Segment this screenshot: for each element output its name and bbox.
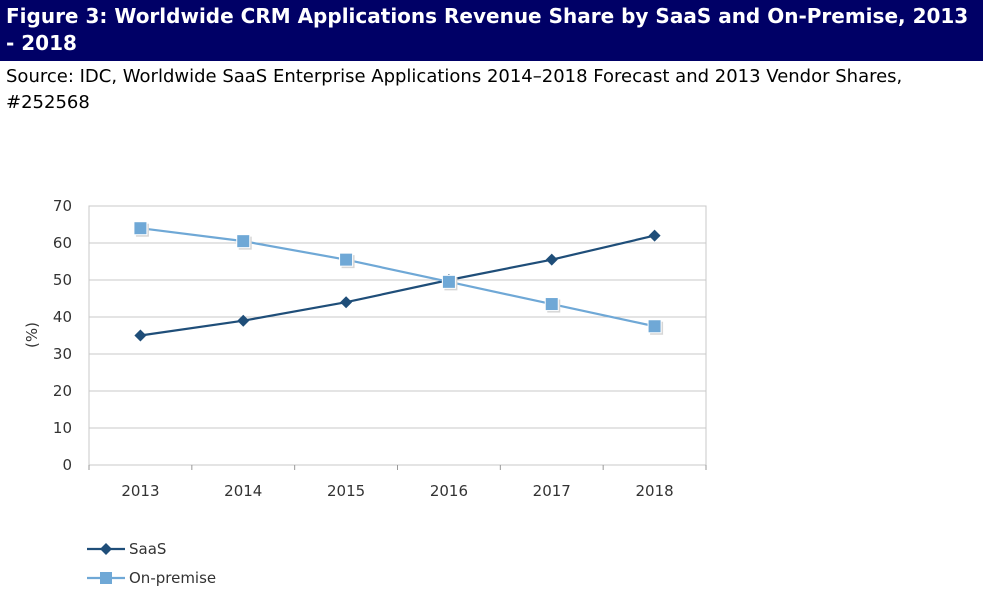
legend-swatch-marker: [100, 572, 112, 584]
on-premise-point: [647, 319, 662, 334]
y-tick-label: 30: [53, 345, 72, 363]
on-premise-point: [544, 297, 559, 312]
y-tick-label: 50: [53, 271, 72, 289]
saas-line: [140, 234, 655, 337]
y-tick-label: 0: [62, 456, 72, 474]
on-premise-line: [140, 227, 655, 328]
saas-point: [648, 229, 661, 242]
x-tick-label: 2016: [430, 482, 468, 500]
legend-label: On-premise: [129, 569, 216, 587]
legend-item-saas: SaaS: [87, 540, 166, 558]
saas-point: [340, 296, 353, 309]
y-axis-label: (%): [23, 322, 41, 348]
x-axis-ticks: 2013 2014 2015 2016 2017 2018: [88, 465, 707, 500]
series-layer: [133, 221, 664, 342]
saas-point: [134, 329, 147, 342]
legend-swatch-marker: [100, 543, 112, 555]
legend-item-on-premise: On-premise: [87, 569, 216, 587]
legend-label: SaaS: [129, 540, 166, 558]
y-axis-ticks: 0 10 20 30 40 50 60 70: [53, 197, 72, 474]
y-tick-label: 70: [53, 197, 72, 215]
on-premise-point: [236, 234, 251, 249]
series-on-premise: [133, 221, 664, 335]
x-tick-label: 2014: [224, 482, 262, 500]
on-premise-point: [339, 252, 354, 267]
x-tick-label: 2013: [121, 482, 159, 500]
y-tick-label: 60: [53, 234, 72, 252]
y-tick-label: 40: [53, 308, 72, 326]
saas-point: [545, 253, 558, 266]
x-tick-label: 2015: [327, 482, 365, 500]
on-premise-point: [441, 274, 456, 289]
series-saas: [134, 229, 661, 342]
figure-source: Source: IDC, Worldwide SaaS Enterprise A…: [6, 66, 903, 113]
on-premise-point: [133, 221, 148, 236]
y-tick-label: 20: [53, 382, 72, 400]
x-tick-label: 2018: [635, 482, 673, 500]
y-tick-label: 10: [53, 419, 72, 437]
x-tick-label: 2017: [533, 482, 571, 500]
saas-point: [237, 314, 250, 327]
legend: SaaS On-premise: [87, 540, 216, 587]
figure-title: Figure 3: Worldwide CRM Applications Rev…: [0, 0, 983, 61]
gridlines: [89, 242, 706, 429]
